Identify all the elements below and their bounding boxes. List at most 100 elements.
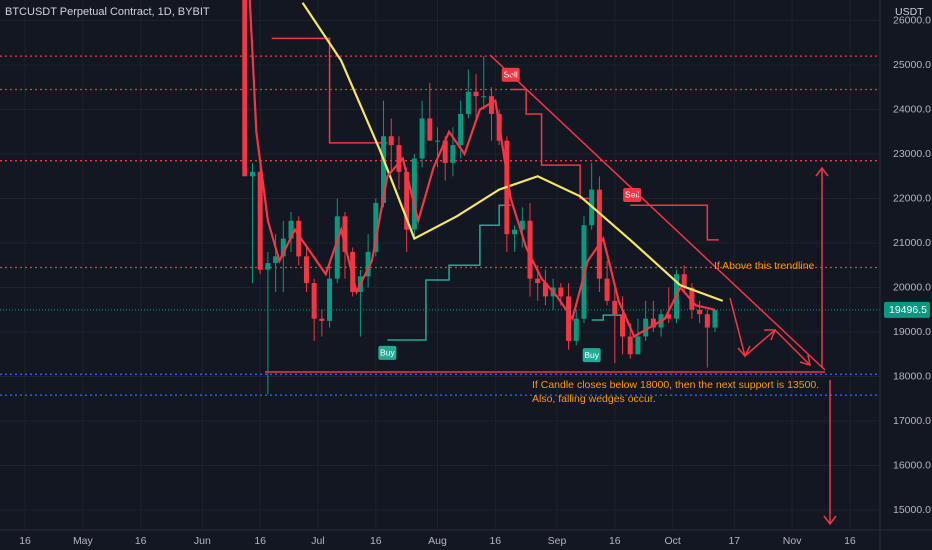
candle-body — [627, 336, 633, 355]
signal-badge — [378, 345, 397, 360]
candle-body — [604, 278, 610, 301]
candle-body — [257, 171, 263, 270]
x-tick-label: 17 — [728, 535, 740, 547]
candle-body — [519, 220, 525, 230]
y-tick-label: 17000.0 — [893, 415, 931, 427]
candle-body — [481, 96, 487, 98]
candle-body — [442, 140, 448, 163]
y-tick-label: 26000.0 — [893, 14, 931, 26]
x-tick-label: 16 — [844, 535, 856, 547]
arrow-head — [815, 166, 829, 177]
candle-body — [273, 256, 279, 264]
arrow-head — [764, 329, 777, 341]
indicator-line — [301, 2, 724, 302]
signal-label: Sell — [625, 190, 639, 200]
chart-title: BTCUSDT Perpetual Contract, 1D, BYBIT — [5, 6, 210, 18]
trend-band — [510, 88, 592, 200]
candle-body — [465, 91, 471, 114]
candle-body — [566, 296, 572, 341]
candle-body — [311, 283, 317, 319]
signal-badge — [582, 348, 601, 363]
y-tick-label: 23000.0 — [893, 148, 931, 160]
indicator-line — [248, 0, 716, 339]
candle-body — [704, 314, 710, 328]
x-tick-label: Jul — [311, 535, 324, 547]
x-tick-label: 16 — [609, 535, 621, 547]
candle-body — [535, 278, 541, 284]
candle-body — [527, 220, 533, 279]
candle-body — [542, 283, 548, 297]
candle-body — [411, 158, 417, 230]
y-tick-label: 19000.0 — [893, 326, 931, 338]
candle-body — [388, 136, 394, 146]
x-tick-label: Nov — [783, 535, 802, 547]
candle-body — [249, 171, 255, 177]
candle-body — [512, 229, 518, 235]
candle-body — [666, 314, 672, 319]
y-tick-label: 21000.0 — [893, 237, 931, 249]
y-tick-label: 15000.0 — [893, 504, 931, 516]
grid — [0, 0, 880, 530]
candle-body — [620, 314, 626, 337]
candle-body — [697, 309, 703, 315]
candle-body — [327, 278, 333, 321]
x-tick-label: Oct — [664, 535, 680, 547]
candle-body — [396, 145, 402, 172]
candle-body — [419, 118, 425, 159]
annotation: If Candle closes below 18000, then the n… — [532, 379, 819, 391]
candle-body — [650, 318, 656, 328]
trend-band — [271, 37, 388, 144]
annotation: Also, falling wedges occur. — [532, 393, 656, 405]
y-tick-label: 16000.0 — [893, 459, 931, 471]
x-tick-label: 16 — [370, 535, 382, 547]
signal-badge — [623, 187, 642, 202]
x-tick-label: Aug — [428, 535, 447, 547]
candle-body — [342, 216, 348, 252]
candle-body — [450, 145, 456, 163]
candle-body — [265, 263, 271, 270]
candle-body — [242, 0, 248, 177]
candle-body — [643, 318, 649, 337]
candle-body — [365, 251, 371, 277]
candle-body — [596, 189, 602, 279]
candle-body — [427, 118, 433, 141]
candle-body — [573, 318, 579, 341]
arrow-head — [823, 515, 837, 526]
arrow-head — [799, 354, 811, 367]
candle-body — [334, 216, 340, 279]
candle-body — [558, 287, 564, 297]
currency: USDT — [895, 6, 924, 18]
candle-body — [296, 220, 302, 257]
last-price-label: 19496.5 — [889, 304, 927, 316]
y-tick-label: 24000.0 — [893, 103, 931, 115]
candle-body — [689, 287, 695, 310]
trendline — [489, 54, 826, 371]
y-tick-label: 18000.0 — [893, 370, 931, 382]
last-price-badge — [884, 301, 930, 318]
candle-body — [404, 171, 410, 230]
candle-body — [319, 318, 325, 321]
candle-body — [473, 91, 479, 97]
arrow-head — [737, 345, 751, 358]
x-tick-label: 16 — [254, 535, 266, 547]
zigzag — [729, 297, 811, 366]
x-tick-label: May — [73, 535, 94, 547]
x-tick-label: Sep — [548, 535, 567, 547]
x-tick-label: 16 — [489, 535, 501, 547]
annotation: If Above this trendline — [714, 260, 815, 272]
candle-body — [434, 140, 440, 142]
trend-band — [387, 204, 511, 341]
drawings — [265, 54, 837, 526]
candle-body — [712, 309, 718, 328]
candle-body — [280, 238, 286, 257]
candle-body — [288, 220, 294, 239]
candle-body — [635, 336, 641, 355]
x-tick-label: 16 — [135, 535, 147, 547]
candle-body — [612, 300, 618, 315]
candle-body — [458, 113, 464, 146]
x-tick-label: Jun — [194, 535, 211, 547]
signal-label: Buy — [380, 348, 395, 358]
